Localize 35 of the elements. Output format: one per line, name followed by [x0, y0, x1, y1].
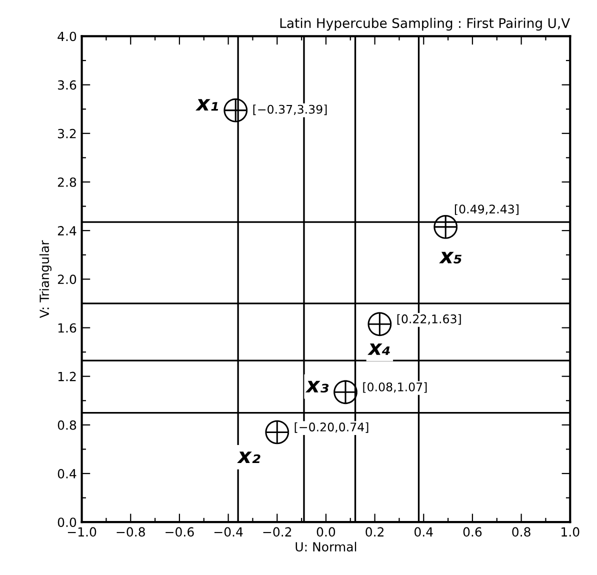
x-axis-title: U: Normal	[296, 542, 356, 552]
x-tick-label: −0.4	[214, 527, 243, 537]
annotation: x₄	[368, 343, 390, 355]
data-label: [−0.20,0.74]	[294, 422, 368, 433]
x-tick-label: −0.2	[263, 527, 292, 537]
data-label: [−0.37,3.39]	[253, 104, 327, 116]
y-tick-label: 0.0	[58, 518, 76, 528]
data-label: [0.08,1.07]	[363, 382, 427, 393]
annotation: x₃	[305, 380, 329, 393]
annotation: x₁	[196, 99, 218, 111]
x-tick-label: −0.8	[116, 527, 145, 537]
x-tick-label: −1.0	[68, 527, 96, 537]
y-tick-label: 0.8	[58, 420, 76, 430]
x-tick-label: −0.6	[166, 527, 194, 537]
y-tick-label: 0.4	[58, 468, 76, 478]
y-tick-label: 1.6	[58, 323, 76, 333]
data-label: [0.49,2.43]	[454, 204, 518, 215]
annotation: x₂	[237, 452, 260, 464]
x-tick-label: 0.2	[366, 527, 384, 537]
y-tick-label: 1.2	[58, 372, 76, 382]
y-tick-label: 2.8	[58, 177, 76, 187]
x-tick-label: 0.8	[512, 527, 530, 537]
x-tick-label: 0.4	[414, 527, 433, 537]
annotation: x₅	[439, 252, 462, 264]
x-tick-label: 1.0	[562, 527, 580, 537]
x-tick-label: 0.6	[463, 527, 482, 537]
data-label: [0.22,1.63]	[397, 314, 461, 325]
x-tick-label: 0.0	[316, 527, 336, 537]
y-tick-label: 2.4	[58, 226, 76, 236]
y-axis-title: V: Triangular	[39, 240, 52, 318]
y-tick-label: 2.0	[58, 274, 76, 284]
y-tick-label: 3.6	[58, 80, 76, 90]
y-tick-label: 3.2	[58, 128, 76, 138]
chart-title: Latin Hypercube Sampling : First Pairing U,V	[280, 18, 570, 31]
y-tick-label: 4.0	[58, 32, 76, 42]
